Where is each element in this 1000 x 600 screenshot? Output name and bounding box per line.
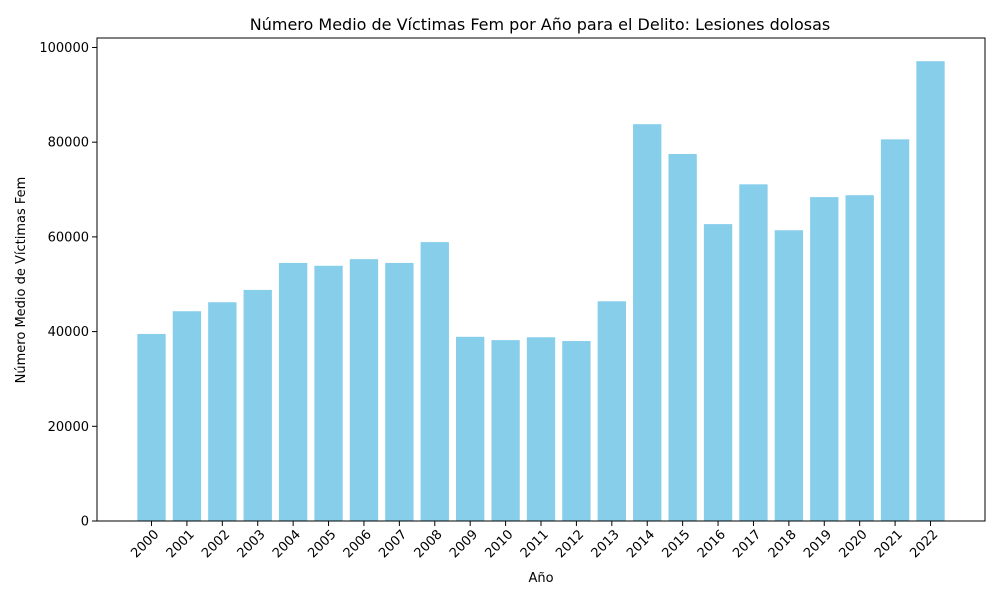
x-tick-label-2003: 2003 xyxy=(235,527,269,561)
bar-2005 xyxy=(314,265,343,521)
y-tick-label-0: 0 xyxy=(81,515,89,530)
x-tick-label-2014: 2014 xyxy=(624,527,658,561)
x-axis-label: Año xyxy=(528,571,553,586)
bar-2010 xyxy=(491,340,520,521)
bar-2001 xyxy=(172,311,202,521)
bar-2013 xyxy=(597,301,626,521)
x-tick-label-2002: 2002 xyxy=(199,527,233,561)
x-axis: 2000 2001 2002 2003 2004 2005 2006 2007 2008 2009… xyxy=(128,521,941,561)
bar-2008 xyxy=(420,242,449,521)
bar-2004 xyxy=(278,262,308,521)
bar-2000 xyxy=(137,333,166,521)
x-tick-label-2016: 2016 xyxy=(695,527,729,561)
x-tick-label-2013: 2013 xyxy=(589,527,623,561)
y-tick-label-80000: 80000 xyxy=(48,136,89,151)
x-tick-label-2021: 2021 xyxy=(872,527,906,561)
bar-2007 xyxy=(385,262,414,521)
y-tick-label-40000: 40000 xyxy=(48,325,89,340)
bar-2009 xyxy=(456,336,485,521)
x-tick-label-2004: 2004 xyxy=(270,527,304,561)
x-tick-label-2015: 2015 xyxy=(659,527,693,561)
x-tick-label-2009: 2009 xyxy=(447,527,481,561)
x-tick-label-2020: 2020 xyxy=(837,527,871,561)
y-axis-label: Número Medio de Víctimas Fem xyxy=(14,177,29,384)
bar-2015 xyxy=(668,154,697,521)
bar-2002 xyxy=(208,302,237,521)
x-tick-label-2008: 2008 xyxy=(412,527,446,561)
y-tick-label-60000: 60000 xyxy=(48,230,89,245)
x-tick-label-2017: 2017 xyxy=(730,527,764,561)
x-tick-label-2005: 2005 xyxy=(305,527,339,561)
x-tick-label-2012: 2012 xyxy=(553,527,587,561)
bar-2020 xyxy=(845,195,874,521)
bar-2019 xyxy=(810,197,839,522)
bar-2003 xyxy=(243,289,272,521)
y-tick-label-20000: 20000 xyxy=(48,420,89,435)
x-tick-label-2011: 2011 xyxy=(518,527,552,561)
x-tick-label-2006: 2006 xyxy=(341,527,375,561)
bar-2006 xyxy=(349,259,379,521)
bar-2017 xyxy=(739,184,768,521)
bars-group xyxy=(137,61,945,522)
bar-2011 xyxy=(526,337,556,521)
plot-frame xyxy=(96,37,986,522)
bar-2012 xyxy=(562,341,591,521)
bar-2022 xyxy=(916,61,945,521)
bar-2018 xyxy=(774,230,804,521)
chart-title: Número Medio de Víctimas Fem por Año par… xyxy=(250,15,831,34)
x-tick-label-2007: 2007 xyxy=(376,527,410,561)
bar-2016 xyxy=(703,224,733,521)
bar-2014 xyxy=(633,124,662,522)
y-tick-label-100000: 100000 xyxy=(39,41,89,56)
y-axis: 0 20000 40000 60000 80000 100000 xyxy=(39,41,97,530)
x-tick-label-2022: 2022 xyxy=(907,527,941,561)
x-tick-label-2010: 2010 xyxy=(482,527,516,561)
x-tick-label-2018: 2018 xyxy=(766,527,800,561)
x-tick-label-2019: 2019 xyxy=(801,527,835,561)
x-tick-label-2001: 2001 xyxy=(164,527,198,561)
bar-2021 xyxy=(880,139,910,521)
x-tick-label-2000: 2000 xyxy=(128,527,162,561)
